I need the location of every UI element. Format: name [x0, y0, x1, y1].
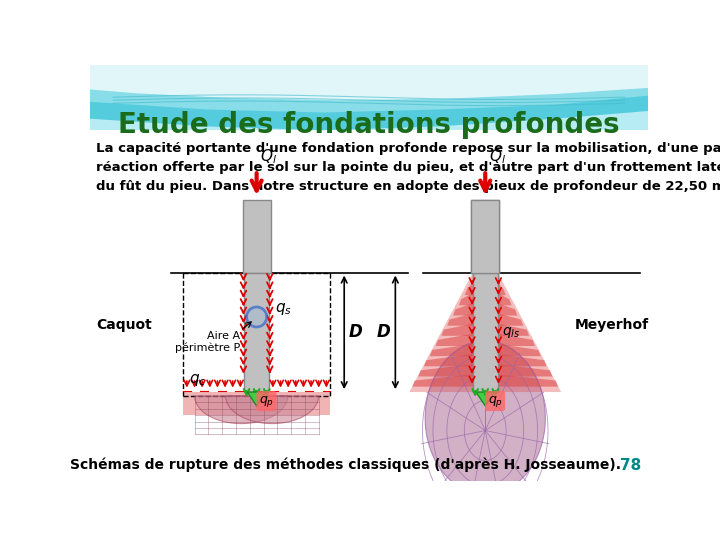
Text: $q_{ls}$: $q_{ls}$: [502, 325, 520, 340]
Text: Caquot: Caquot: [96, 318, 152, 332]
Polygon shape: [248, 392, 266, 406]
Bar: [472, 200, 499, 273]
Polygon shape: [430, 344, 541, 356]
Polygon shape: [424, 354, 546, 366]
Text: La capacité portante d'une fondation profonde repose sur la mobilisation, d'une : La capacité portante d'une fondation pro…: [96, 142, 720, 193]
Text: $q_c$: $q_c$: [189, 372, 207, 388]
Polygon shape: [90, 65, 648, 112]
Polygon shape: [409, 273, 561, 392]
Polygon shape: [426, 341, 545, 494]
Text: Aire A
périmètre P: Aire A périmètre P: [175, 331, 240, 353]
Polygon shape: [413, 374, 558, 387]
Polygon shape: [90, 65, 648, 130]
Bar: [473, 273, 498, 392]
Polygon shape: [476, 392, 495, 406]
Text: D: D: [349, 323, 363, 341]
Polygon shape: [436, 334, 535, 346]
Polygon shape: [453, 303, 518, 315]
Polygon shape: [459, 293, 512, 305]
Polygon shape: [447, 313, 523, 326]
Circle shape: [246, 307, 266, 327]
Polygon shape: [225, 396, 319, 423]
Bar: [243, 200, 271, 273]
Text: Schémas de rupture des méthodes classiques (d'après H. Josseaume).: Schémas de rupture des méthodes classiqu…: [71, 458, 621, 472]
Polygon shape: [471, 273, 500, 285]
Polygon shape: [464, 283, 505, 295]
Text: Etude des fondations profondes: Etude des fondations profondes: [118, 111, 620, 139]
Bar: [90, 65, 648, 134]
Text: D: D: [377, 323, 391, 341]
Text: $q_s$: $q_s$: [275, 301, 292, 318]
Bar: [183, 392, 330, 415]
Text: $Q_l$: $Q_l$: [489, 147, 506, 166]
Text: $q_p$: $q_p$: [259, 394, 274, 409]
Bar: [90, 130, 648, 481]
Text: Meyerhof: Meyerhof: [575, 318, 649, 332]
Text: $q_p$: $q_p$: [487, 394, 503, 409]
Polygon shape: [90, 65, 648, 100]
Text: $Q_l$: $Q_l$: [261, 147, 277, 166]
Bar: [473, 273, 498, 392]
Bar: [244, 273, 269, 392]
Polygon shape: [194, 396, 287, 423]
Bar: [472, 200, 499, 273]
Polygon shape: [441, 323, 529, 336]
Polygon shape: [418, 364, 552, 376]
Text: 78: 78: [621, 458, 642, 472]
